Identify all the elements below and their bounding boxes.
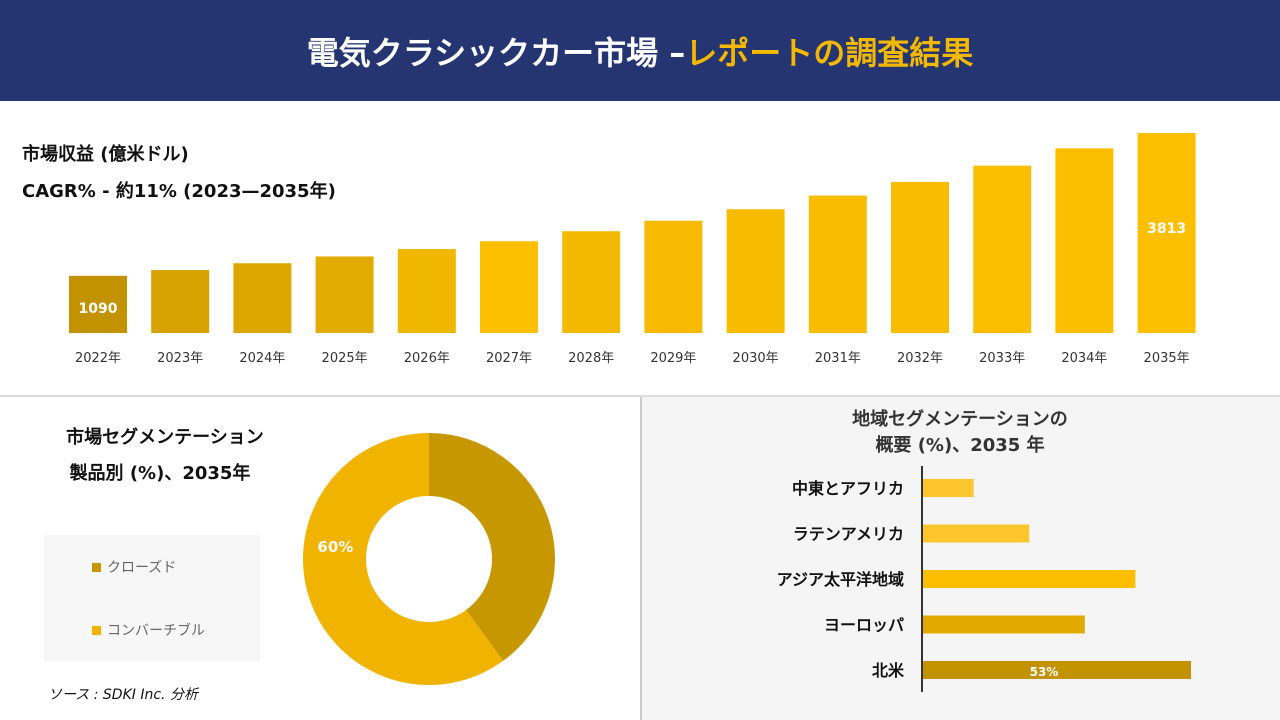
- x-tick-label: 2030年: [733, 351, 779, 366]
- donut-slice: [429, 433, 556, 661]
- x-tick-label: 2024年: [239, 351, 285, 366]
- donut-slice: [303, 433, 504, 685]
- region-bar: [923, 661, 1191, 679]
- revenue-bar: [808, 195, 867, 333]
- revenue-bar: [644, 220, 703, 333]
- revenue-bar: [1055, 148, 1114, 333]
- bar-data-label: 53%: [1030, 665, 1059, 679]
- bar-data-label: 3813: [1147, 221, 1186, 237]
- revenue-bar: [233, 263, 292, 333]
- region-bar: [923, 570, 1136, 588]
- region-label: 中東とアフリカ: [792, 479, 904, 498]
- bar-data-label: 1090: [79, 301, 118, 317]
- revenue-bar: [69, 275, 127, 333]
- revenue-bar: [562, 231, 621, 333]
- revenue-bar-chart: 2022年 1090 2023年 2024年 2025年 2026年 2027年 2028年 2…: [69, 133, 1196, 366]
- region-label: ヨーロッパ: [824, 616, 904, 635]
- product-segment-title: 市場セグメンテーション: [66, 427, 264, 448]
- x-tick-label: 2031年: [815, 351, 861, 366]
- region-label: ラテンアメリカ: [793, 525, 904, 544]
- legend-swatch: [92, 562, 101, 572]
- revenue-bar: [973, 165, 1032, 333]
- pie-legend: [44, 535, 260, 661]
- x-tick-label: 2022年: [75, 351, 121, 366]
- x-tick-label: 2034年: [1061, 351, 1107, 366]
- cagr-label: CAGR% - 約11% (2023—2035年): [22, 181, 336, 202]
- x-tick-label: 2033年: [979, 351, 1025, 366]
- product-donut-chart: 60%: [303, 433, 556, 685]
- page-title-accent: レポートの調査結果: [685, 33, 974, 72]
- region-bar: [923, 479, 974, 497]
- revenue-bar: [891, 181, 949, 333]
- region-subtitle: 概要 (%)、2035 年: [875, 435, 1045, 456]
- revenue-bar: [315, 256, 374, 333]
- revenue-bar: [1137, 133, 1196, 333]
- divider: [0, 395, 1280, 397]
- x-tick-label: 2026年: [404, 351, 450, 366]
- revenue-title: 市場収益 (億米ドル): [22, 144, 189, 165]
- region-label: アジア太平洋地域: [777, 570, 904, 589]
- revenue-bar: [480, 241, 538, 333]
- legend-item-convertible: コンバーチブル: [92, 620, 205, 640]
- slice-label: 60%: [317, 538, 353, 556]
- legend-label: コンバーチブル: [107, 623, 205, 639]
- x-tick-label: 2027年: [486, 351, 532, 366]
- source-note: ソース : SDKI Inc. 分析: [48, 687, 198, 703]
- region-bar: [923, 615, 1085, 634]
- x-tick-label: 2028年: [568, 351, 614, 366]
- legend-swatch: [92, 625, 101, 635]
- legend-item-closed: クローズド: [92, 557, 176, 577]
- x-tick-label: 2029年: [650, 351, 696, 366]
- x-tick-label: 2032年: [897, 351, 943, 366]
- x-tick-label: 2023年: [157, 351, 203, 366]
- revenue-bar: [151, 270, 210, 333]
- x-tick-label: 2035年: [1144, 351, 1190, 366]
- region-title: 地域セグメンテーションの: [852, 409, 1068, 430]
- legend-label: クローズド: [107, 560, 177, 576]
- revenue-bar: [726, 209, 785, 333]
- x-tick-label: 2025年: [322, 351, 368, 366]
- page-title: 電気クラシックカー市場 –: [306, 33, 686, 72]
- region-label: 北米: [872, 661, 905, 680]
- header-banner: 電気クラシックカー市場 – レポートの調査結果: [0, 0, 1280, 101]
- region-bar: [923, 524, 1030, 543]
- product-segment-subtitle: 製品別 (%)、2035年: [69, 463, 251, 484]
- revenue-bar: [397, 249, 456, 333]
